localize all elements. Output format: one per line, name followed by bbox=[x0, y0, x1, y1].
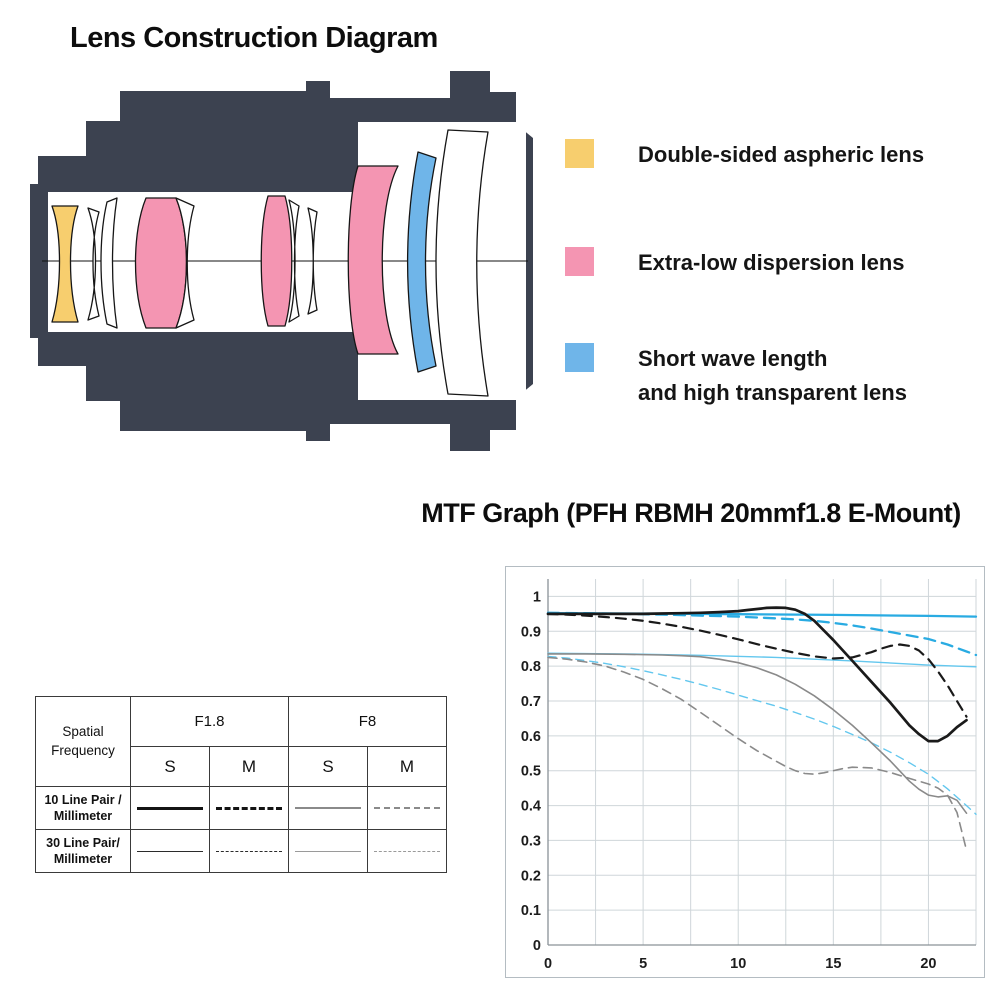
legend-label: Double-sided aspheric lens bbox=[638, 138, 924, 172]
table-header-f18: F1.8 bbox=[130, 696, 289, 747]
ed-element-3 bbox=[347, 165, 399, 355]
lens-elements bbox=[51, 129, 489, 397]
legend-item-ed: Extra-low dispersion lens bbox=[565, 246, 905, 280]
y-tick-label: 0.7 bbox=[521, 694, 541, 710]
y-tick-label: 0.9 bbox=[521, 624, 541, 640]
row-label-line: 30 Line Pair/ bbox=[46, 835, 120, 850]
legend-label-line: and high transparent lens bbox=[638, 380, 907, 406]
lens-diagram-title: Lens Construction Diagram bbox=[70, 22, 438, 54]
legend-label: Short wave length and high transparent l… bbox=[638, 342, 907, 410]
corner-label-line: Frequency bbox=[51, 742, 115, 758]
y-tick-label: 0 bbox=[533, 938, 541, 954]
legend-label-line: Short wave length bbox=[638, 346, 828, 371]
glass-element bbox=[175, 197, 195, 329]
y-tick-label: 0.8 bbox=[521, 659, 541, 675]
x-tick-label: 0 bbox=[544, 956, 552, 972]
aspheric-color-swatch bbox=[565, 139, 594, 168]
mtf-graph-title: MTF Graph (PFH RBMH 20mmf1.8 E-Mount) bbox=[421, 498, 961, 528]
table-header-f8: F8 bbox=[288, 696, 447, 747]
legend-label-line: Extra-low dispersion lens bbox=[638, 250, 905, 275]
lens-rear-mount bbox=[30, 184, 40, 338]
short-wave-color-swatch bbox=[565, 343, 594, 372]
mtf-chart: 0 0.1 0.2 0.3 0.4 0.5 0.6 0.7 0.8 0.9 1 0 5 10 15 20 bbox=[505, 566, 985, 978]
sample-cell bbox=[367, 829, 447, 873]
row-label-line: Millimeter bbox=[53, 852, 113, 866]
sample-cell bbox=[130, 786, 210, 830]
glass-element bbox=[100, 197, 118, 329]
series-f8-m-10-line-pair-millimeter bbox=[547, 656, 968, 851]
y-tick-label: 0.6 bbox=[521, 729, 541, 745]
series-f1-8-s-10-line-pair-millimeter bbox=[546, 606, 968, 743]
series-f8-s-10-line-pair-millimeter bbox=[547, 653, 968, 814]
line-style-sample bbox=[374, 850, 440, 852]
line-style-sample bbox=[216, 806, 282, 810]
sample-cell bbox=[367, 786, 447, 830]
x-tick-label: 10 bbox=[730, 956, 746, 972]
x-tick-label: 20 bbox=[920, 956, 936, 972]
series-f8-s-30-line-pair-millimeter bbox=[547, 652, 977, 668]
series-f1-8-m-30-line-pair-millimeter bbox=[546, 611, 978, 657]
table-subheader-s: S bbox=[288, 746, 368, 787]
legend-label: Extra-low dispersion lens bbox=[638, 246, 905, 280]
sample-cell bbox=[209, 786, 289, 830]
line-style-sample bbox=[137, 806, 203, 810]
y-tick-label: 0.2 bbox=[521, 868, 541, 884]
table-subheader-m: M bbox=[209, 746, 289, 787]
mtf-legend-table: Spatial Frequency F1.8 F8 S M S M 10 Lin… bbox=[35, 696, 447, 873]
line-style-sample bbox=[216, 850, 282, 852]
ed-element-1 bbox=[134, 197, 188, 329]
sample-cell bbox=[288, 786, 368, 830]
table-subheader-m: M bbox=[367, 746, 447, 787]
mtf-chart-svg: 00.10.20.30.40.50.60.70.80.910 5 10 15 20 bbox=[521, 579, 978, 972]
glass-element bbox=[87, 207, 100, 321]
sample-cell bbox=[209, 829, 289, 873]
line-style-sample bbox=[295, 850, 361, 852]
glass-element bbox=[307, 207, 318, 315]
x-tick-label: 15 bbox=[825, 956, 841, 972]
y-tick-label: 1 bbox=[533, 589, 541, 605]
y-tick-label: 0.5 bbox=[521, 764, 541, 780]
sample-cell bbox=[288, 829, 368, 873]
y-tick-label: 0.4 bbox=[521, 799, 541, 815]
ed-element-2 bbox=[260, 195, 293, 327]
x-tick-label: 5 bbox=[639, 956, 647, 972]
table-corner-cell: Spatial Frequency bbox=[35, 696, 131, 787]
row-label-line: Millimeter bbox=[53, 809, 113, 823]
y-tick-label: 0.1 bbox=[521, 903, 541, 919]
legend-item-aspheric: Double-sided aspheric lens bbox=[565, 138, 924, 172]
short-wave-element bbox=[406, 151, 437, 373]
ed-color-swatch bbox=[565, 247, 594, 276]
series-f1-8-m-10-line-pair-millimeter bbox=[546, 612, 968, 718]
line-style-sample bbox=[137, 850, 203, 852]
line-style-sample bbox=[374, 807, 440, 809]
legend-item-short-wave: Short wave length and high transparent l… bbox=[565, 342, 907, 410]
series-f8-m-30-line-pair-millimeter bbox=[547, 655, 977, 815]
corner-label-line: Spatial bbox=[62, 724, 104, 740]
aspheric-element bbox=[51, 205, 79, 323]
glass-element bbox=[288, 199, 300, 323]
table-row-label-30lp: 30 Line Pair/ Millimeter bbox=[35, 829, 131, 873]
row-label-line: 10 Line Pair / bbox=[44, 792, 122, 807]
line-style-sample bbox=[295, 807, 361, 809]
lens-construction-diagram bbox=[30, 71, 533, 451]
y-tick-label: 0.3 bbox=[521, 833, 541, 849]
front-element bbox=[435, 129, 489, 397]
table-row-label-10lp: 10 Line Pair / Millimeter bbox=[35, 786, 131, 830]
table-subheader-s: S bbox=[130, 746, 210, 787]
sample-cell bbox=[130, 829, 210, 873]
legend-label-line: Double-sided aspheric lens bbox=[638, 142, 925, 167]
